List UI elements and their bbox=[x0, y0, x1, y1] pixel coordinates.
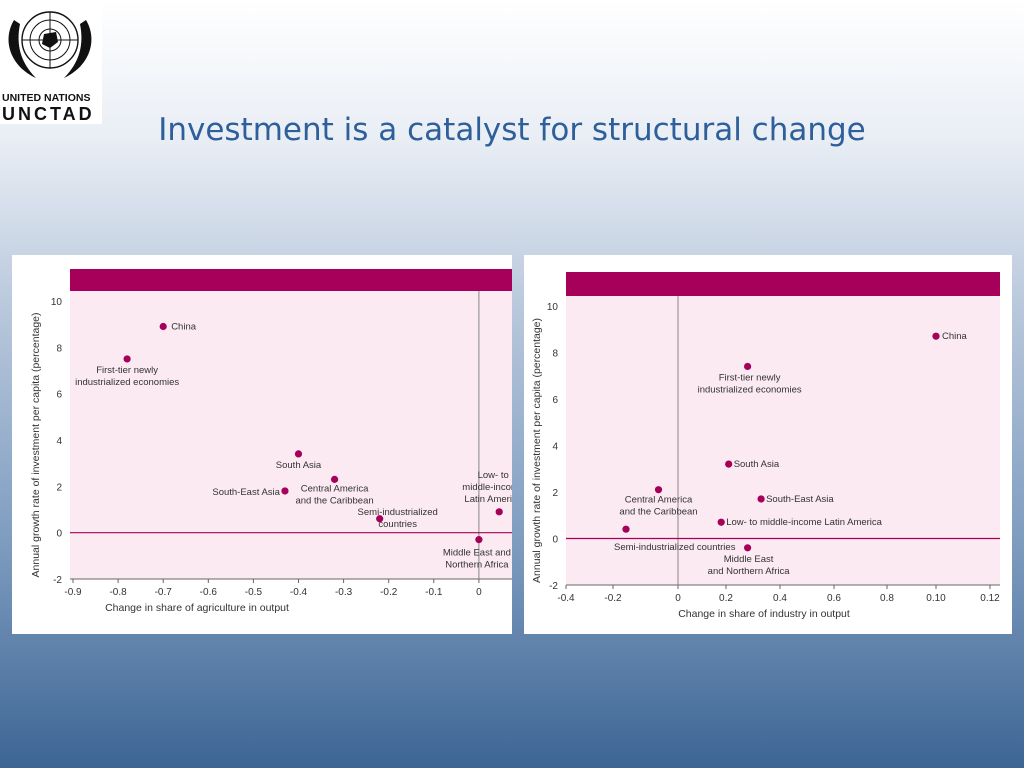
point-label-central-america-and-the-caribbean: Central America and the Caribbean bbox=[619, 495, 697, 518]
point-central-america-and-the-caribbean bbox=[330, 475, 339, 483]
point-first-tier-newly-industrialized-economies bbox=[744, 362, 752, 371]
x-tick-label: -0.8 bbox=[109, 587, 127, 598]
x-tick-label: -0.9 bbox=[64, 587, 82, 598]
point-label-first-tier-newly-industrialized-economies: First-tier newly industrialized economies bbox=[698, 372, 802, 395]
y-tick-label: 8 bbox=[552, 349, 558, 360]
point-label-middle-east-and-northern-africa: Middle East and Northern Africa bbox=[443, 548, 511, 571]
point-label-south-asia: South Asia bbox=[276, 460, 322, 471]
point-first-tier-newly-industrialized-economies bbox=[123, 355, 131, 363]
x-tick-label: 0.6 bbox=[827, 593, 841, 604]
point-label-line: industrialized economies bbox=[75, 377, 179, 388]
point-label-south-east-asia: South-East Asia bbox=[766, 494, 834, 505]
point-south-asia bbox=[725, 460, 733, 468]
plot-area bbox=[566, 272, 1000, 585]
point-label-south-east-asia: South-East Asia bbox=[212, 487, 280, 498]
point-label-china: China bbox=[942, 331, 968, 342]
point-label-line: Northern Africa bbox=[445, 560, 509, 571]
x-tick-label: 0 bbox=[476, 587, 482, 598]
point-label-line: and Northern Africa bbox=[708, 566, 791, 577]
point-label-first-tier-newly-industrialized-economies: First-tier newly industrialized economies bbox=[75, 365, 179, 388]
point-low-to-middle-income-latin-america bbox=[717, 518, 725, 526]
point-label-middle-east-and-northern-africa: Middle East and Northern Africa bbox=[708, 554, 791, 577]
x-tick-label: 0 bbox=[675, 593, 681, 604]
point-label-line: and the Caribbean bbox=[295, 495, 373, 506]
point-label-line: and the Caribbean bbox=[619, 507, 697, 518]
point-label-line: Low- to bbox=[478, 470, 509, 481]
logo-line2: UNCTAD bbox=[2, 104, 95, 124]
point-label-line: Latin America bbox=[464, 494, 512, 505]
point-label-line: Middle East bbox=[724, 554, 774, 565]
y-tick-label: -2 bbox=[549, 581, 558, 592]
x-axis-label: Change in share of industry in output bbox=[678, 608, 850, 620]
x-tick-label: 0.2 bbox=[719, 593, 733, 604]
y-tick-label: 4 bbox=[56, 436, 62, 447]
x-tick-label: -0.4 bbox=[557, 593, 575, 604]
point-low-to-middle-income-latin-america bbox=[495, 508, 503, 516]
y-tick-label: 4 bbox=[552, 442, 558, 453]
un-emblem-icon: UNITED NATIONS UNCTAD bbox=[2, 11, 95, 124]
point-south-east-asia bbox=[281, 487, 289, 495]
y-tick-label: 8 bbox=[56, 343, 62, 354]
point-label-line: Central America bbox=[301, 483, 369, 494]
header-band bbox=[566, 272, 1000, 296]
x-tick-label: -0.5 bbox=[245, 587, 263, 598]
x-tick-label: -0.1 bbox=[425, 587, 443, 598]
point-semi-industrialized-countries bbox=[376, 515, 384, 523]
point-label-line: Central America bbox=[625, 495, 693, 506]
y-tick-label: -2 bbox=[53, 575, 62, 586]
agriculture-chart-panel: -0.9 -0.8 -0.7 -0.6 -0.5 -0.4 -0.3 -0.2 -0.1 0 -2 0… bbox=[12, 255, 524, 634]
point-label-line: middle-income bbox=[462, 482, 512, 493]
point-label-low-to-middle-income-latin-america: Low- to middle-income Latin America bbox=[726, 517, 882, 528]
y-tick-label: 10 bbox=[547, 302, 559, 313]
industry-scatter-chart: -0.4 -0.2 0 0.2 0.4 0.6 0.8 0.10 0.12 -2 0 2 4 6 8 10 Ch… bbox=[531, 272, 1000, 620]
point-label-central-america-and-the-caribbean: Central America and the Caribbean bbox=[295, 483, 373, 506]
logo-line1: UNITED NATIONS bbox=[2, 92, 90, 104]
point-label-china: China bbox=[171, 321, 197, 332]
y-tick-label: 2 bbox=[56, 482, 62, 493]
point-label-line: First-tier newly bbox=[96, 365, 158, 376]
y-tick-label: 6 bbox=[56, 390, 62, 401]
y-axis-label: Annual growth rate of investment per cap… bbox=[30, 313, 42, 578]
x-tick-label: -0.3 bbox=[335, 587, 353, 598]
point-label-line: Middle East and bbox=[443, 548, 511, 559]
x-tick-label: -0.2 bbox=[604, 593, 622, 604]
point-label-line: countries bbox=[378, 519, 417, 530]
slide-title: Investment is a catalyst for structural … bbox=[158, 112, 866, 148]
x-tick-label: -0.2 bbox=[380, 587, 398, 598]
point-middle-east-and-northern-africa bbox=[475, 536, 483, 544]
y-tick-label: 0 bbox=[56, 529, 62, 540]
x-tick-label: -0.6 bbox=[200, 587, 218, 598]
un-emblem-logo: UNITED NATIONS UNCTAD bbox=[0, 0, 102, 124]
point-label-semi-industrialized-countries: Semi-industrialized countries bbox=[614, 542, 736, 553]
point-label-line: First-tier newly bbox=[719, 372, 781, 383]
x-tick-label: 0.12 bbox=[980, 593, 1000, 604]
x-tick-label: 0.10 bbox=[926, 593, 946, 604]
point-central-america-and-the-caribbean bbox=[654, 486, 663, 494]
x-axis-label: Change in share of agriculture in output bbox=[105, 602, 289, 614]
y-tick-label: 6 bbox=[552, 395, 558, 406]
y-tick-label: 2 bbox=[552, 488, 558, 499]
x-tick-label: 0.4 bbox=[773, 593, 787, 604]
header-band bbox=[70, 269, 512, 291]
x-tick-label: -0.4 bbox=[290, 587, 308, 598]
point-label-line: Semi-industrialized bbox=[358, 507, 438, 518]
point-label-south-asia: South Asia bbox=[734, 459, 780, 470]
x-tick-label: 0.8 bbox=[880, 593, 894, 604]
y-tick-label: 10 bbox=[51, 297, 63, 308]
point-semi-industrialized-countries bbox=[622, 525, 630, 533]
plot-area bbox=[70, 269, 512, 579]
point-label-line: industrialized economies bbox=[698, 384, 802, 395]
point-china bbox=[932, 332, 940, 340]
x-tick-label: -0.7 bbox=[155, 587, 173, 598]
point-label-semi-industrialized-countries: Semi-industrialized countries bbox=[358, 507, 438, 530]
point-south-east-asia bbox=[757, 495, 765, 503]
point-middle-east-and-northern-africa bbox=[744, 544, 752, 552]
y-axis-label: Annual growth rate of investment per cap… bbox=[531, 318, 543, 583]
point-south-asia bbox=[294, 450, 303, 458]
point-china bbox=[159, 322, 167, 331]
y-tick-label: 0 bbox=[552, 535, 558, 546]
industry-chart-panel: -0.4 -0.2 0 0.2 0.4 0.6 0.8 0.10 0.12 -2 0 2 4 6 8 10 Ch… bbox=[524, 255, 1012, 634]
agriculture-scatter-chart: -0.9 -0.8 -0.7 -0.6 -0.5 -0.4 -0.3 -0.2 -0.1 0 -2 0… bbox=[30, 269, 524, 614]
